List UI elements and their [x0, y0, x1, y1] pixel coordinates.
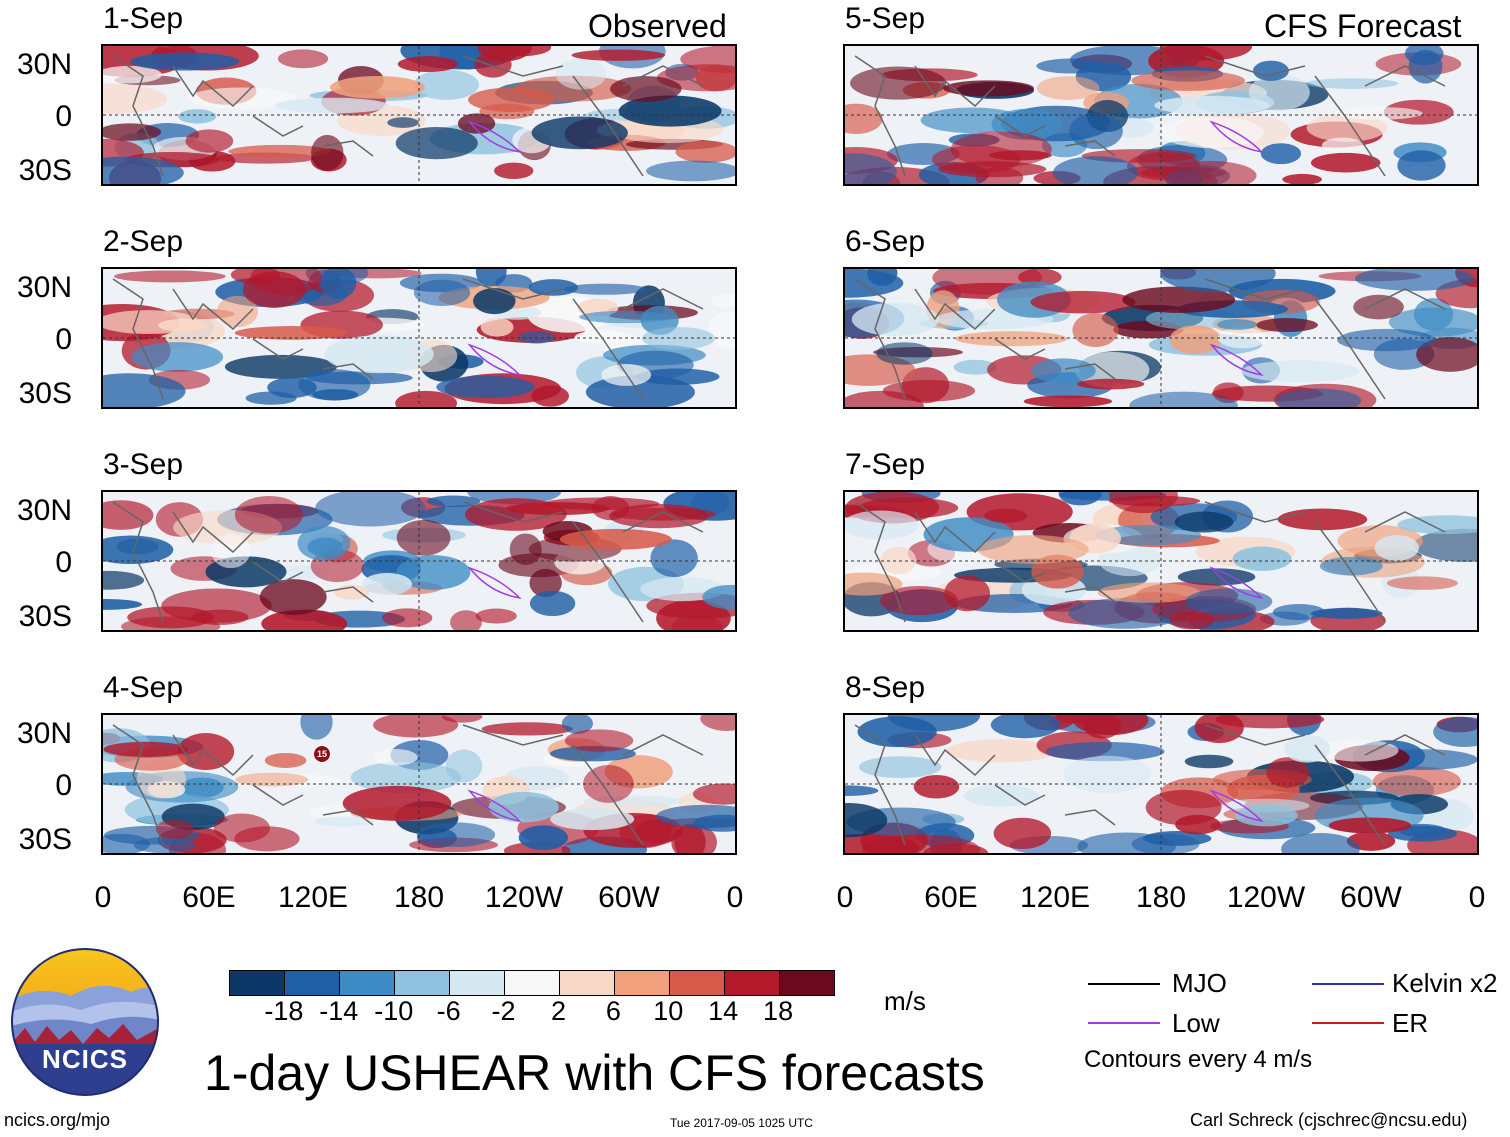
lon-label-0: 0 — [836, 881, 854, 914]
lon-label-120w: 120W — [484, 881, 564, 914]
legend-kelvin-line — [1312, 983, 1384, 985]
panel-date-5: 5-Sep — [845, 2, 926, 35]
legend-low-line — [1088, 1022, 1160, 1024]
lat-label-30s: 30S — [18, 377, 72, 410]
colorbar — [229, 970, 835, 996]
lon-label-180: 180 — [393, 881, 445, 914]
panel-date-3: 3-Sep — [103, 448, 184, 481]
cfs-forecast-title: CFS Forecast — [1264, 8, 1462, 44]
colorbar-swatch — [560, 971, 615, 995]
lon-label-120e: 120E — [277, 881, 349, 914]
lat-label-30s: 30S — [18, 600, 72, 633]
map-panel-2-sep — [101, 267, 737, 409]
lon-label-60w: 60W — [598, 881, 660, 914]
legend-kelvin-label: Kelvin x2 — [1392, 968, 1498, 998]
colorbar-tick-label: 6 — [605, 996, 621, 1026]
colorbar-tick-label: 14 — [708, 996, 739, 1026]
map-panel-8-sep — [843, 713, 1479, 855]
colorbar-tick-label: 18 — [763, 996, 794, 1026]
colorbar-units: m/s — [884, 986, 926, 1016]
legend-er-label: ER — [1392, 1008, 1429, 1038]
map-panel-6-sep — [843, 267, 1479, 409]
observed-title: Observed — [588, 8, 727, 44]
footer-credit: Carl Schreck (cjschrec@ncsu.edu) — [1190, 1110, 1468, 1130]
panel-date-4: 4-Sep — [103, 671, 184, 704]
colorbar-tick-label: 2 — [550, 996, 566, 1026]
colorbar-swatch — [340, 971, 395, 995]
map-panel-3-sep — [101, 490, 737, 632]
map-panel-1-sep — [101, 44, 737, 186]
colorbar-swatch — [505, 971, 560, 995]
colorbar-tick-label: -2 — [491, 996, 516, 1026]
ncics-logo: NCICS — [11, 948, 159, 1096]
lon-label-0-end: 0 — [1468, 881, 1486, 914]
map-panel-5-sep — [843, 44, 1479, 186]
lat-label-eq: 0 — [55, 323, 72, 356]
lat-label-30n: 30N — [16, 271, 72, 304]
lon-label-120e: 120E — [1019, 881, 1091, 914]
colorbar-swatch — [615, 971, 670, 995]
colorbar-swatch — [670, 971, 725, 995]
legend-low-label: Low — [1172, 1008, 1220, 1038]
lat-label-eq: 0 — [55, 100, 72, 133]
panel-date-1: 1-Sep — [103, 2, 184, 35]
colorbar-swatch — [725, 971, 780, 995]
lon-label-0: 0 — [94, 881, 112, 914]
colorbar-tick-label: 10 — [653, 996, 684, 1026]
storm-marker-icon: 15 — [313, 745, 331, 763]
legend-mjo-line — [1088, 983, 1160, 985]
colorbar-swatch — [780, 971, 834, 995]
map-panel-4-sep — [101, 713, 737, 855]
colorbar-tick-label: -14 — [319, 996, 359, 1026]
lon-label-60w: 60W — [1340, 881, 1402, 914]
lat-label-30s: 30S — [18, 823, 72, 856]
lat-label-30s: 30S — [18, 154, 72, 187]
map-panel-7-sep — [843, 490, 1479, 632]
lon-label-180: 180 — [1135, 881, 1187, 914]
lat-label-30n: 30N — [16, 717, 72, 750]
colorbar-tick-label: -6 — [436, 996, 461, 1026]
lon-label-60e: 60E — [182, 881, 236, 914]
footer-url[interactable]: ncics.org/mjo — [4, 1110, 111, 1130]
panel-date-2: 2-Sep — [103, 225, 184, 258]
panel-date-6: 6-Sep — [845, 225, 926, 258]
lon-label-0-end: 0 — [726, 881, 744, 914]
footer-timestamp: Tue 2017-09-05 1025 UTC — [670, 1116, 813, 1130]
lat-label-eq: 0 — [55, 769, 72, 802]
colorbar-tick-label: -18 — [264, 996, 304, 1026]
lat-label-30n: 30N — [16, 48, 72, 81]
colorbar-tick-label: -10 — [374, 996, 414, 1026]
lon-label-120w: 120W — [1226, 881, 1306, 914]
panel-date-8: 8-Sep — [845, 671, 926, 704]
legend-er-line — [1312, 1022, 1384, 1024]
logo-text: NCICS — [42, 1044, 128, 1074]
colorbar-swatch — [450, 971, 505, 995]
legend-mjo-label: MJO — [1172, 968, 1227, 998]
colorbar-swatch — [285, 971, 340, 995]
panel-date-7: 7-Sep — [845, 448, 926, 481]
main-title: 1-day USHEAR with CFS forecasts — [204, 1045, 985, 1101]
lat-label-30n: 30N — [16, 494, 72, 527]
lon-label-60e: 60E — [924, 881, 978, 914]
colorbar-swatch — [395, 971, 450, 995]
legend-note: Contours every 4 m/s — [1084, 1046, 1313, 1073]
lat-label-eq: 0 — [55, 546, 72, 579]
colorbar-swatch — [230, 971, 285, 995]
